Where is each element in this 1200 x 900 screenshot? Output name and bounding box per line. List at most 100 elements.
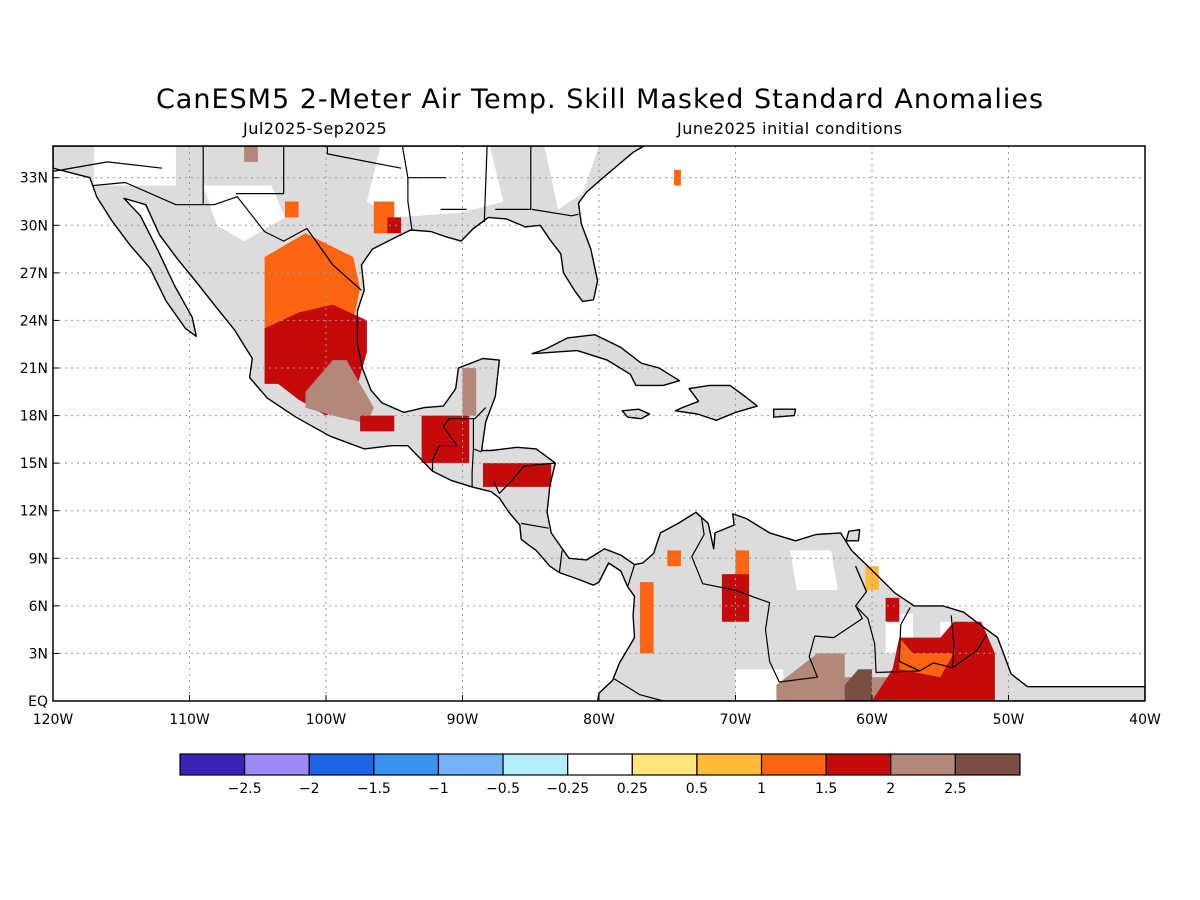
latitude-tick-label: 12N <box>20 504 48 520</box>
colorbar-swatch <box>502 753 569 776</box>
political-border-7 <box>558 550 563 573</box>
colorbar-swatch <box>179 753 246 776</box>
longitude-tick-label: 110W <box>169 712 210 728</box>
trinidad-island-coastline <box>845 529 861 542</box>
unshaded-land-3 <box>366 146 504 218</box>
latitude-tick-label: 9N <box>29 551 48 567</box>
unshaded-land-2 <box>203 185 285 242</box>
political-border-20 <box>401 146 413 231</box>
political-border-12 <box>898 607 953 672</box>
longitude-tick-label: 60W <box>856 712 888 728</box>
latitude-tick-label: 21N <box>20 361 48 377</box>
political-border-13 <box>855 605 920 674</box>
political-border-19 <box>235 146 285 195</box>
anomaly-patch-9 <box>387 217 402 234</box>
latitude-tick-label: EQ <box>28 694 48 710</box>
political-border-2 <box>431 407 487 472</box>
latitude-tick-label: 3N <box>29 646 48 662</box>
anomaly-patch-21 <box>244 146 258 162</box>
puerto-rico-island-coastline <box>773 408 797 418</box>
colorbar: −2.5 −2 −1.5 −1 −0.5 −0.25 0.25 0.5 1 1.5 2 2.5 <box>179 753 1021 797</box>
latitude-tick-label: 33N <box>20 171 48 187</box>
political-border-18 <box>53 161 163 172</box>
latitude-tick-label: 24N <box>20 313 48 329</box>
anomaly-patch-15 <box>844 669 872 701</box>
anomaly-patch-6 <box>462 368 477 416</box>
grid-lines <box>53 146 1145 701</box>
colorbar-label: −1.5 <box>357 781 391 797</box>
colorbar-label: −2 <box>299 781 320 797</box>
longitude-ticks: 120W 110W 100W 90W 80W 70W 60W 50W 40W <box>33 695 1161 728</box>
colorbar-swatch <box>825 753 892 776</box>
anomaly-patch-12 <box>735 550 750 575</box>
political-border-9 <box>691 517 780 683</box>
anomaly-patch-14 <box>776 653 913 701</box>
colorbar-swatch <box>760 753 827 776</box>
jamaica-island-coastline <box>621 408 651 420</box>
anomaly-patch-5 <box>421 415 470 464</box>
unshaded-land-1 <box>93 146 176 186</box>
latitude-tick-label: 30N <box>20 218 48 234</box>
coastlines <box>53 146 1145 701</box>
initial-conditions: June2025 initial conditions <box>677 119 903 138</box>
colorbar-swatch <box>631 753 698 776</box>
political-border-11 <box>855 565 868 592</box>
political-border-15 <box>952 634 988 669</box>
anomaly-patch-19 <box>885 597 900 622</box>
colorbar-swatch <box>244 753 310 776</box>
political-border-6 <box>521 522 549 529</box>
colorbar-label: −2.5 <box>228 781 262 797</box>
latitude-tick-label: 18N <box>20 409 48 425</box>
political-border-10 <box>779 565 868 683</box>
political-border-14 <box>950 615 955 668</box>
longitude-tick-label: 100W <box>306 712 347 728</box>
colorbar-label: 1.5 <box>815 781 837 797</box>
political-border-8 <box>627 564 636 587</box>
colorbar-swatch <box>567 753 633 776</box>
political-border-23 <box>495 146 532 210</box>
longitude-tick-label: 50W <box>993 712 1025 728</box>
unshaded-land-6 <box>735 669 784 701</box>
latitude-ticks: EQ 3N 6N 9N 12N 15N 18N 21N 24N 27N 30N 33N <box>20 171 59 710</box>
map-title: CanESM5 2-Meter Air Temp. Skill Masked S… <box>155 84 1045 115</box>
anomaly-patch-10 <box>639 582 654 654</box>
us-mexico-land-coastline <box>53 146 1145 701</box>
latitude-tick-label: 6N <box>29 599 48 615</box>
longitude-tick-label: 40W <box>1129 712 1161 728</box>
anomaly-patch-3 <box>305 360 374 424</box>
unshaded-land-5 <box>544 146 599 210</box>
anomaly-patch-22 <box>285 201 299 218</box>
anomaly-patch-4 <box>360 415 395 432</box>
colorbar-label: 2.5 <box>944 781 966 797</box>
hispaniola-island-coastline <box>674 384 758 421</box>
anomaly-layer <box>244 146 995 701</box>
plot-area <box>53 146 1145 701</box>
colorbar-label: 1 <box>757 781 766 797</box>
cuba-island-coastline <box>531 334 681 387</box>
political-border-17 <box>713 532 716 549</box>
longitude-tick-label: 90W <box>447 712 479 728</box>
cuba-island <box>532 334 680 386</box>
colorbar-swatch <box>954 753 1021 776</box>
colorbar-label: −0.25 <box>546 781 589 797</box>
forecast-period: Jul2025-Sep2025 <box>243 119 388 138</box>
longitude-tick-label: 70W <box>720 712 752 728</box>
trinidad-island <box>846 529 860 541</box>
political-border-22 <box>483 146 488 223</box>
political-border-24 <box>532 208 579 217</box>
longitude-tick-label: 120W <box>33 712 74 728</box>
political-border-27 <box>326 146 402 169</box>
political-border-4 <box>471 448 474 487</box>
latitude-tick-label: 15N <box>20 456 48 472</box>
colorbar-label: −0.5 <box>486 781 520 797</box>
colorbar-label: 0.25 <box>617 781 648 797</box>
colorbar-label: 0.5 <box>686 781 708 797</box>
longitude-tick-label: 80W <box>583 712 615 728</box>
colorbar-label: −1 <box>428 781 449 797</box>
political-border-5 <box>493 462 556 494</box>
colorbar-swatch <box>696 753 763 776</box>
colorbar-swatch <box>373 753 440 776</box>
political-border-1 <box>92 181 362 291</box>
anomaly-patch-11 <box>667 550 681 567</box>
